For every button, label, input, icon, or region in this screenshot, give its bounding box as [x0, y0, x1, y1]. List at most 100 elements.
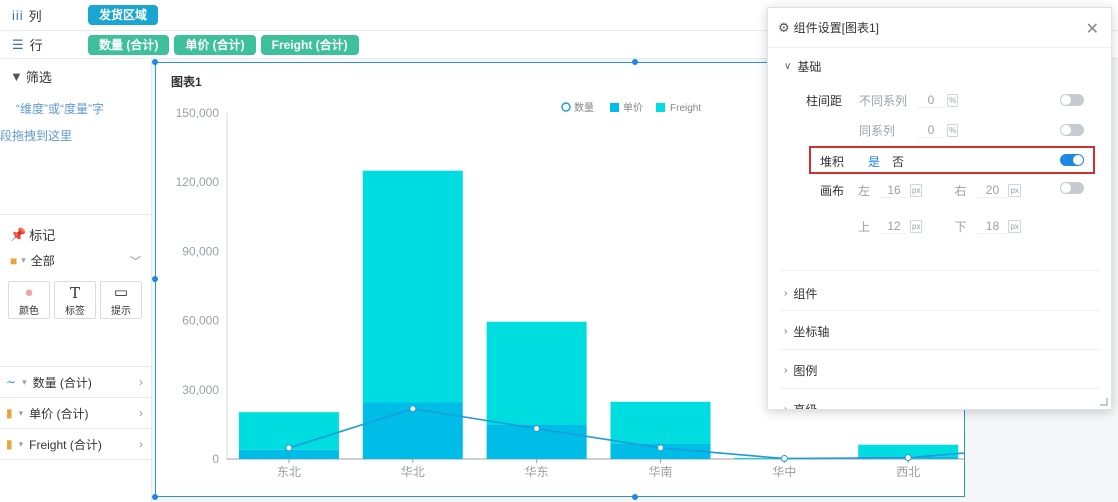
chevron-right-icon: › — [784, 326, 788, 337]
chevron-right-icon: › — [139, 437, 143, 451]
bar-freight — [610, 401, 711, 444]
margin-left-input[interactable]: 16 — [880, 183, 908, 198]
legend-label-qty: 数量 — [574, 101, 594, 114]
close-icon[interactable]: ✕ — [1085, 21, 1099, 38]
filter-title: ▼ 筛选 — [10, 69, 52, 85]
stack-highlight-box — [809, 146, 1095, 174]
legend-marker-price — [610, 103, 619, 112]
pin-icon: 📌 — [10, 226, 27, 242]
color-button[interactable]: ● 颜色 — [8, 281, 50, 319]
rows-icon: ☰ — [12, 36, 25, 52]
marks-type-select[interactable]: ■ ▾ 全部 ﹀ — [10, 253, 141, 269]
section-legend[interactable]: › 图例 — [784, 364, 818, 378]
point-qty — [780, 455, 788, 463]
bar-freight — [858, 444, 959, 457]
y-tick-label: 150,000 — [176, 106, 220, 120]
x-tick-label: 西北 — [896, 465, 920, 479]
component-settings-panel: ⚙ 组件设置[图表1] ✕ ∨ 基础 柱间距 不同系列 0 % 同系列 0 % … — [767, 7, 1112, 410]
resize-handle-left[interactable] — [152, 276, 158, 282]
line-chart-icon: ∼ — [6, 375, 17, 389]
resize-handle-top[interactable] — [632, 59, 638, 65]
row-pill-price[interactable]: 单价 (合计) — [174, 34, 256, 55]
chart-svg: 0 30,000 60,000 90,000 120,000 150,000 东北 华北 华东 华… — [176, 101, 964, 479]
field-list: ∼ ▾ 数量 (合计) › ▮ ▾ 单价 (合计) › ▮ ▾ Freight … — [0, 366, 151, 460]
section-axis[interactable]: › 坐标轴 — [784, 325, 830, 339]
palette-icon: ● — [24, 283, 34, 301]
stack-yes-option[interactable]: 是 — [868, 155, 881, 169]
bar-freight — [486, 321, 587, 425]
settings-header: ⚙ 组件设置[图表1] — [768, 8, 1111, 48]
filter-drop-zone[interactable]: “维度”或“度量”字 段拖拽到这里 — [0, 102, 104, 143]
column-pill-region[interactable]: 发货区域 — [88, 5, 159, 25]
x-tick-label: 华北 — [401, 465, 425, 479]
y-tick-label: 90,000 — [182, 244, 219, 258]
resize-handle-bottom[interactable] — [632, 494, 638, 500]
chevron-right-icon: › — [784, 404, 788, 410]
diff-series-input[interactable]: 0 — [917, 93, 945, 108]
same-series-input[interactable]: 0 — [917, 123, 945, 138]
resize-handle-top-left[interactable] — [152, 59, 158, 65]
margin-top-input[interactable]: 12 — [880, 219, 908, 234]
label-button[interactable]: T 标签 — [54, 281, 96, 319]
chevron-down-icon: ﹀ — [130, 255, 141, 268]
filter-icon: ▼ — [10, 69, 23, 84]
bar-freight — [238, 412, 339, 450]
chart-title: 图表1 — [171, 75, 202, 89]
tooltip-button[interactable]: ▭ 提示 — [100, 281, 142, 319]
resize-handle-bottom-left[interactable] — [152, 494, 158, 500]
section-basic[interactable]: ∨ 基础 — [784, 60, 822, 74]
chevron-right-icon: › — [784, 365, 788, 376]
x-tick-label: 华南 — [648, 464, 672, 479]
y-tick-label: 30,000 — [182, 383, 219, 397]
bar-price — [238, 449, 339, 459]
point-qty — [533, 425, 541, 433]
text-icon: T — [69, 283, 80, 302]
field-item-price[interactable]: ▮ ▾ 单价 (合计) › — [0, 398, 151, 429]
gear-icon: ⚙ — [778, 19, 790, 35]
marks-panel: 📌 标记 ■ ▾ 全部 ﹀ ● 颜色 T 标签 ▭ 提示 — [0, 214, 151, 319]
chevron-right-icon: › — [784, 288, 788, 299]
margin-right-input[interactable]: 20 — [978, 183, 1007, 198]
x-tick-label: 华东 — [525, 465, 549, 479]
bar-spacing-same-row: 同系列 0 % — [859, 123, 959, 138]
point-qty — [657, 444, 664, 452]
stack-toggle[interactable] — [1060, 154, 1084, 166]
columns-icon: iii — [12, 7, 24, 23]
left-panel: ▼ 筛选 “维度”或“度量”字 段拖拽到这里 📌 标记 ■ ▾ 全部 ﹀ ● 颜… — [0, 59, 152, 502]
legend-label-freight: Freight — [670, 103, 701, 114]
shapes-icon: ■ — [10, 253, 18, 268]
x-tick-label: 东北 — [277, 465, 301, 479]
rows-shelf-label: ☰ 行 — [12, 36, 43, 54]
bar-chart-icon: ▮ — [6, 406, 13, 420]
row-pill-freight[interactable]: Freight (合计) — [260, 34, 359, 55]
stack-row: 堆积 是 否 — [820, 155, 905, 169]
y-tick-label: 0 — [212, 452, 219, 466]
marks-title: 📌 标记 — [10, 226, 56, 244]
canvas-tb-row: 上 12 px 下 18 px — [858, 219, 1021, 234]
same-series-toggle[interactable] — [1060, 124, 1084, 136]
legend-marker-freight — [656, 103, 665, 112]
stack-no-option[interactable]: 否 — [892, 155, 905, 169]
row-pill-qty[interactable]: 数量 (合计) — [88, 34, 170, 55]
columns-shelf-label: iii 列 — [12, 7, 42, 24]
margin-bottom-input[interactable]: 18 — [978, 219, 1007, 234]
chevron-right-icon: › — [139, 406, 143, 420]
field-item-freight[interactable]: ▮ ▾ Freight (合计) › — [0, 429, 151, 460]
point-qty — [904, 454, 912, 462]
point-qty — [409, 405, 417, 413]
diff-series-toggle[interactable] — [1060, 94, 1084, 106]
chevron-right-icon: › — [139, 375, 143, 389]
section-advanced[interactable]: › 高级 — [784, 401, 817, 410]
mark-buttons: ● 颜色 T 标签 ▭ 提示 — [0, 269, 151, 319]
canvas-toggle[interactable] — [1060, 182, 1084, 194]
legend-marker-qty — [561, 102, 571, 112]
chevron-down-icon: ∨ — [784, 61, 792, 72]
y-tick-label: 120,000 — [176, 175, 220, 189]
point-qty — [285, 444, 293, 452]
tooltip-icon: ▭ — [113, 283, 129, 301]
field-item-qty[interactable]: ∼ ▾ 数量 (合计) › — [0, 367, 151, 398]
legend-label-price: 单价 — [623, 102, 643, 114]
panel-resize-grip[interactable] — [1100, 398, 1108, 406]
section-component[interactable]: › 组件 — [784, 287, 818, 301]
canvas-lr-row: 画布 左 16 px 右 20 px — [820, 183, 1021, 198]
